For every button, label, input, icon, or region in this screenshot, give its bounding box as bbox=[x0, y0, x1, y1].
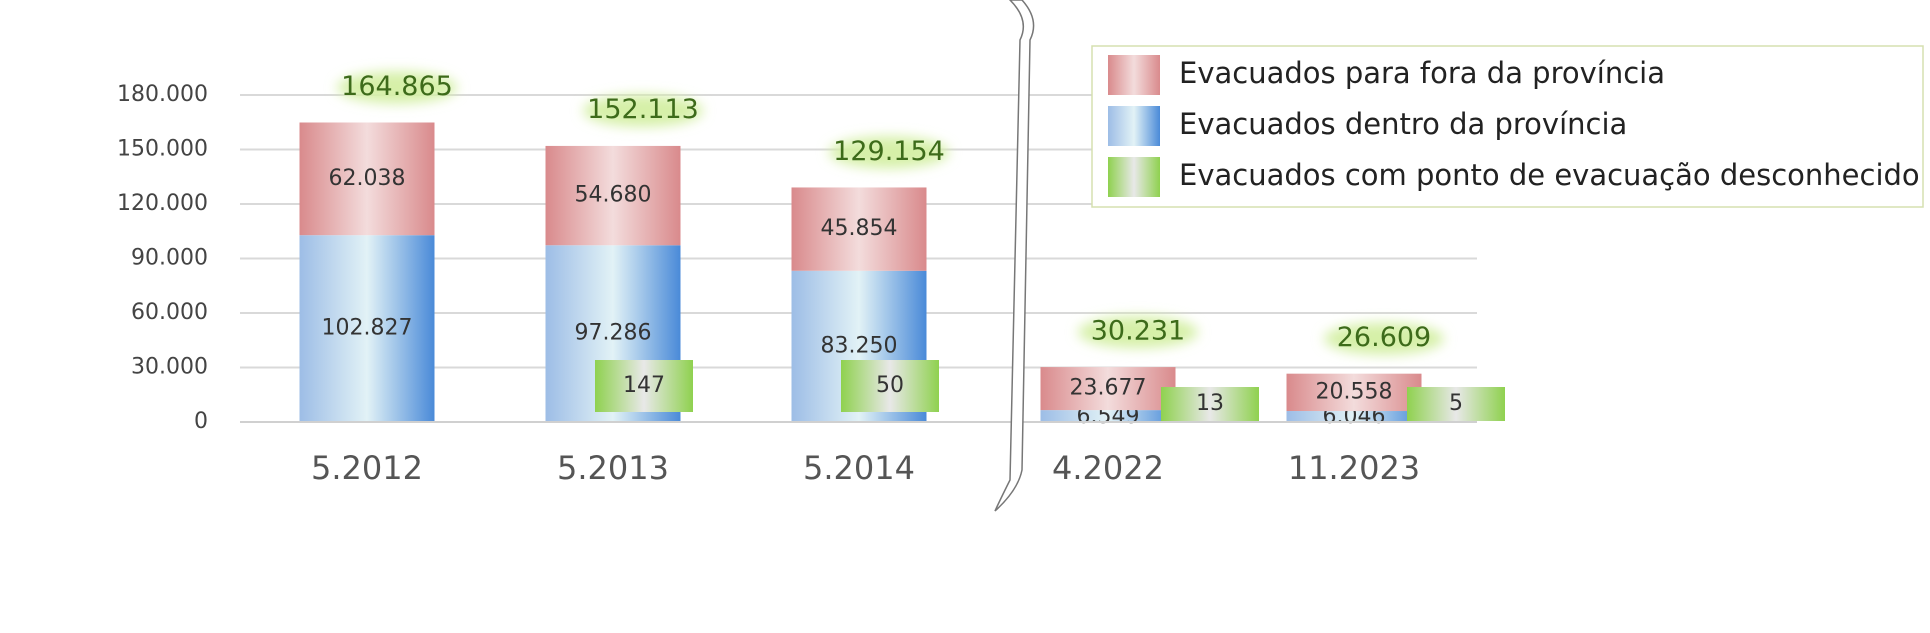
bar-label: 62.038 bbox=[329, 166, 406, 191]
y-tick-label: 120.000 bbox=[117, 191, 208, 216]
y-tick-label: 90.000 bbox=[131, 246, 208, 271]
legend-swatch bbox=[1108, 55, 1160, 95]
total-label: 26.609 bbox=[1337, 322, 1431, 353]
bar-segment bbox=[1040, 367, 1176, 411]
legend-box bbox=[1091, 45, 1924, 208]
bar-label: 23.677 bbox=[1070, 376, 1147, 401]
y-tick-label: 30.000 bbox=[131, 355, 208, 380]
x-tick-label: 11.2023 bbox=[1288, 449, 1420, 487]
bar-label: 20.558 bbox=[1316, 379, 1393, 404]
bar-segment bbox=[545, 145, 681, 246]
unknown-label-box bbox=[1161, 387, 1259, 421]
bar-label: 50 bbox=[876, 373, 904, 398]
total-glow bbox=[829, 136, 949, 169]
total-label: 152.113 bbox=[587, 94, 699, 125]
bar-segment bbox=[1040, 410, 1176, 422]
bar-segment bbox=[299, 235, 435, 422]
bar-segment bbox=[791, 187, 927, 271]
bar-label: 83.250 bbox=[821, 333, 898, 358]
x-tick-label: 5.2013 bbox=[557, 449, 669, 487]
total-glow bbox=[583, 94, 703, 127]
legend-swatch bbox=[1108, 157, 1160, 197]
bar-label: 102.827 bbox=[322, 316, 413, 341]
legend: Evacuados para fora da província Evacuado… bbox=[1108, 55, 1920, 197]
total-glow bbox=[337, 71, 457, 104]
bar-label: 5 bbox=[1449, 391, 1463, 416]
y-tick-label: 60.000 bbox=[131, 300, 208, 325]
legend-label: Evacuados para fora da província bbox=[1179, 56, 1665, 90]
y-tick-label: 180.000 bbox=[117, 82, 208, 107]
total-glow bbox=[1324, 322, 1444, 355]
total-label: 30.231 bbox=[1091, 316, 1185, 347]
legend-label: Evacuados com ponto de evacuação desconh… bbox=[1179, 158, 1920, 192]
bar-segment bbox=[1286, 373, 1422, 412]
x-tick-label: 4.2022 bbox=[1052, 449, 1164, 487]
bar-label: 45.854 bbox=[821, 216, 898, 241]
y-tick-label: 0 bbox=[194, 409, 208, 434]
bar-segment bbox=[299, 122, 435, 236]
unknown-label-box bbox=[595, 360, 693, 412]
total-label: 164.865 bbox=[341, 71, 453, 102]
x-tick-label: 5.2012 bbox=[311, 449, 423, 487]
total-glow bbox=[1078, 316, 1198, 349]
bar-label: 13 bbox=[1196, 391, 1224, 416]
y-tick-label: 150.000 bbox=[117, 137, 208, 162]
unknown-label-box bbox=[841, 360, 939, 412]
bar-label: 54.680 bbox=[575, 183, 652, 208]
axis-break bbox=[994, 0, 1035, 512]
bar-label: 147 bbox=[623, 373, 665, 398]
unknown-label-box bbox=[1407, 387, 1505, 421]
bar-segment bbox=[1286, 411, 1422, 422]
total-label: 129.154 bbox=[833, 136, 945, 167]
legend-label: Evacuados dentro da província bbox=[1179, 107, 1627, 141]
x-tick-label: 5.2014 bbox=[803, 449, 915, 487]
legend-swatch bbox=[1108, 106, 1160, 146]
plot-area: 0 30.000 60.000 90.000 120.000 150.000 180.000… bbox=[117, 71, 1505, 487]
bar-label: 97.286 bbox=[575, 321, 652, 346]
